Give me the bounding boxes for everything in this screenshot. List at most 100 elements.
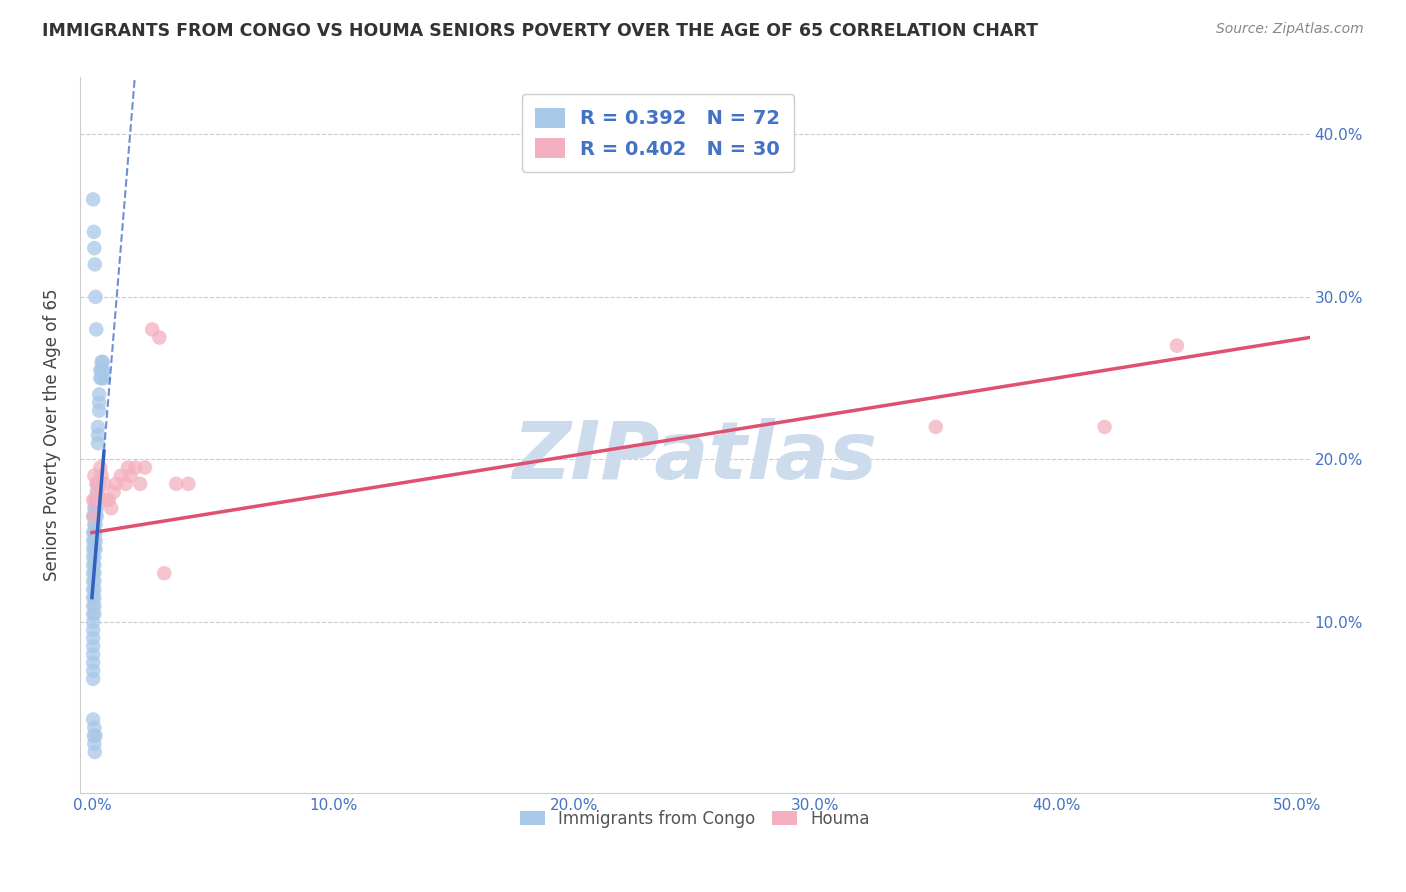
Point bbox=[86, 501, 108, 516]
Point bbox=[89, 476, 111, 491]
Point bbox=[86, 485, 108, 500]
Point bbox=[91, 363, 114, 377]
Point bbox=[165, 476, 187, 491]
Point bbox=[83, 591, 105, 605]
Point bbox=[90, 355, 112, 369]
Point bbox=[84, 493, 107, 508]
Point bbox=[82, 615, 104, 629]
Point bbox=[83, 574, 105, 589]
Point bbox=[82, 672, 104, 686]
Point bbox=[103, 485, 125, 500]
Point bbox=[89, 387, 111, 401]
Text: ZIPatlas: ZIPatlas bbox=[512, 417, 877, 495]
Point bbox=[1094, 420, 1116, 434]
Point bbox=[124, 460, 146, 475]
Point bbox=[82, 632, 104, 646]
Point bbox=[1166, 338, 1188, 352]
Point bbox=[84, 729, 107, 743]
Point bbox=[82, 640, 104, 654]
Legend: Immigrants from Congo, Houma: Immigrants from Congo, Houma bbox=[513, 803, 876, 834]
Point bbox=[83, 517, 105, 532]
Point bbox=[153, 566, 176, 581]
Point bbox=[82, 558, 104, 573]
Point bbox=[83, 241, 105, 255]
Point bbox=[117, 460, 139, 475]
Point bbox=[84, 517, 107, 532]
Point bbox=[134, 460, 156, 475]
Point bbox=[83, 558, 105, 573]
Text: IMMIGRANTS FROM CONGO VS HOUMA SENIORS POVERTY OVER THE AGE OF 65 CORRELATION CH: IMMIGRANTS FROM CONGO VS HOUMA SENIORS P… bbox=[42, 22, 1038, 40]
Point bbox=[83, 721, 105, 735]
Point bbox=[120, 468, 142, 483]
Point bbox=[83, 549, 105, 564]
Point bbox=[84, 525, 107, 540]
Point bbox=[86, 476, 108, 491]
Point bbox=[83, 737, 105, 751]
Point bbox=[83, 468, 105, 483]
Point bbox=[91, 355, 114, 369]
Point bbox=[82, 566, 104, 581]
Point bbox=[82, 541, 104, 556]
Point bbox=[177, 476, 200, 491]
Point bbox=[96, 493, 118, 508]
Point bbox=[100, 501, 122, 516]
Point bbox=[83, 745, 105, 759]
Point bbox=[86, 493, 108, 508]
Point bbox=[93, 371, 115, 385]
Point bbox=[83, 607, 105, 621]
Point bbox=[93, 476, 115, 491]
Point bbox=[129, 476, 152, 491]
Point bbox=[105, 476, 128, 491]
Point bbox=[89, 371, 111, 385]
Point bbox=[82, 533, 104, 548]
Point bbox=[82, 509, 104, 524]
Point bbox=[90, 371, 112, 385]
Text: Source: ZipAtlas.com: Source: ZipAtlas.com bbox=[1216, 22, 1364, 37]
Point bbox=[83, 729, 105, 743]
Point bbox=[84, 541, 107, 556]
Point bbox=[82, 648, 104, 662]
Point bbox=[83, 599, 105, 613]
Point bbox=[83, 225, 105, 239]
Point bbox=[84, 533, 107, 548]
Point bbox=[97, 493, 120, 508]
Point bbox=[82, 582, 104, 597]
Point bbox=[82, 713, 104, 727]
Point bbox=[87, 436, 110, 450]
Point bbox=[148, 330, 170, 344]
Point bbox=[82, 549, 104, 564]
Point bbox=[87, 485, 110, 500]
Point bbox=[87, 428, 110, 442]
Point bbox=[141, 322, 163, 336]
Point bbox=[83, 566, 105, 581]
Point bbox=[84, 290, 107, 304]
Point bbox=[83, 257, 105, 271]
Point bbox=[87, 420, 110, 434]
Point bbox=[84, 493, 107, 508]
Point bbox=[82, 574, 104, 589]
Point bbox=[110, 468, 132, 483]
Point bbox=[114, 476, 136, 491]
Point bbox=[82, 525, 104, 540]
Point bbox=[83, 582, 105, 597]
Point bbox=[82, 599, 104, 613]
Point bbox=[82, 607, 104, 621]
Point bbox=[89, 395, 111, 409]
Point bbox=[90, 363, 112, 377]
Point bbox=[89, 403, 111, 417]
Point bbox=[82, 192, 104, 206]
Point bbox=[83, 509, 105, 524]
Point bbox=[82, 623, 104, 637]
Point bbox=[84, 501, 107, 516]
Point bbox=[83, 533, 105, 548]
Point bbox=[89, 460, 111, 475]
Point bbox=[83, 541, 105, 556]
Point bbox=[83, 525, 105, 540]
Point bbox=[82, 664, 104, 678]
Point bbox=[89, 363, 111, 377]
Point bbox=[90, 468, 112, 483]
Point bbox=[83, 501, 105, 516]
Point bbox=[83, 509, 105, 524]
Point bbox=[82, 656, 104, 670]
Point bbox=[925, 420, 948, 434]
